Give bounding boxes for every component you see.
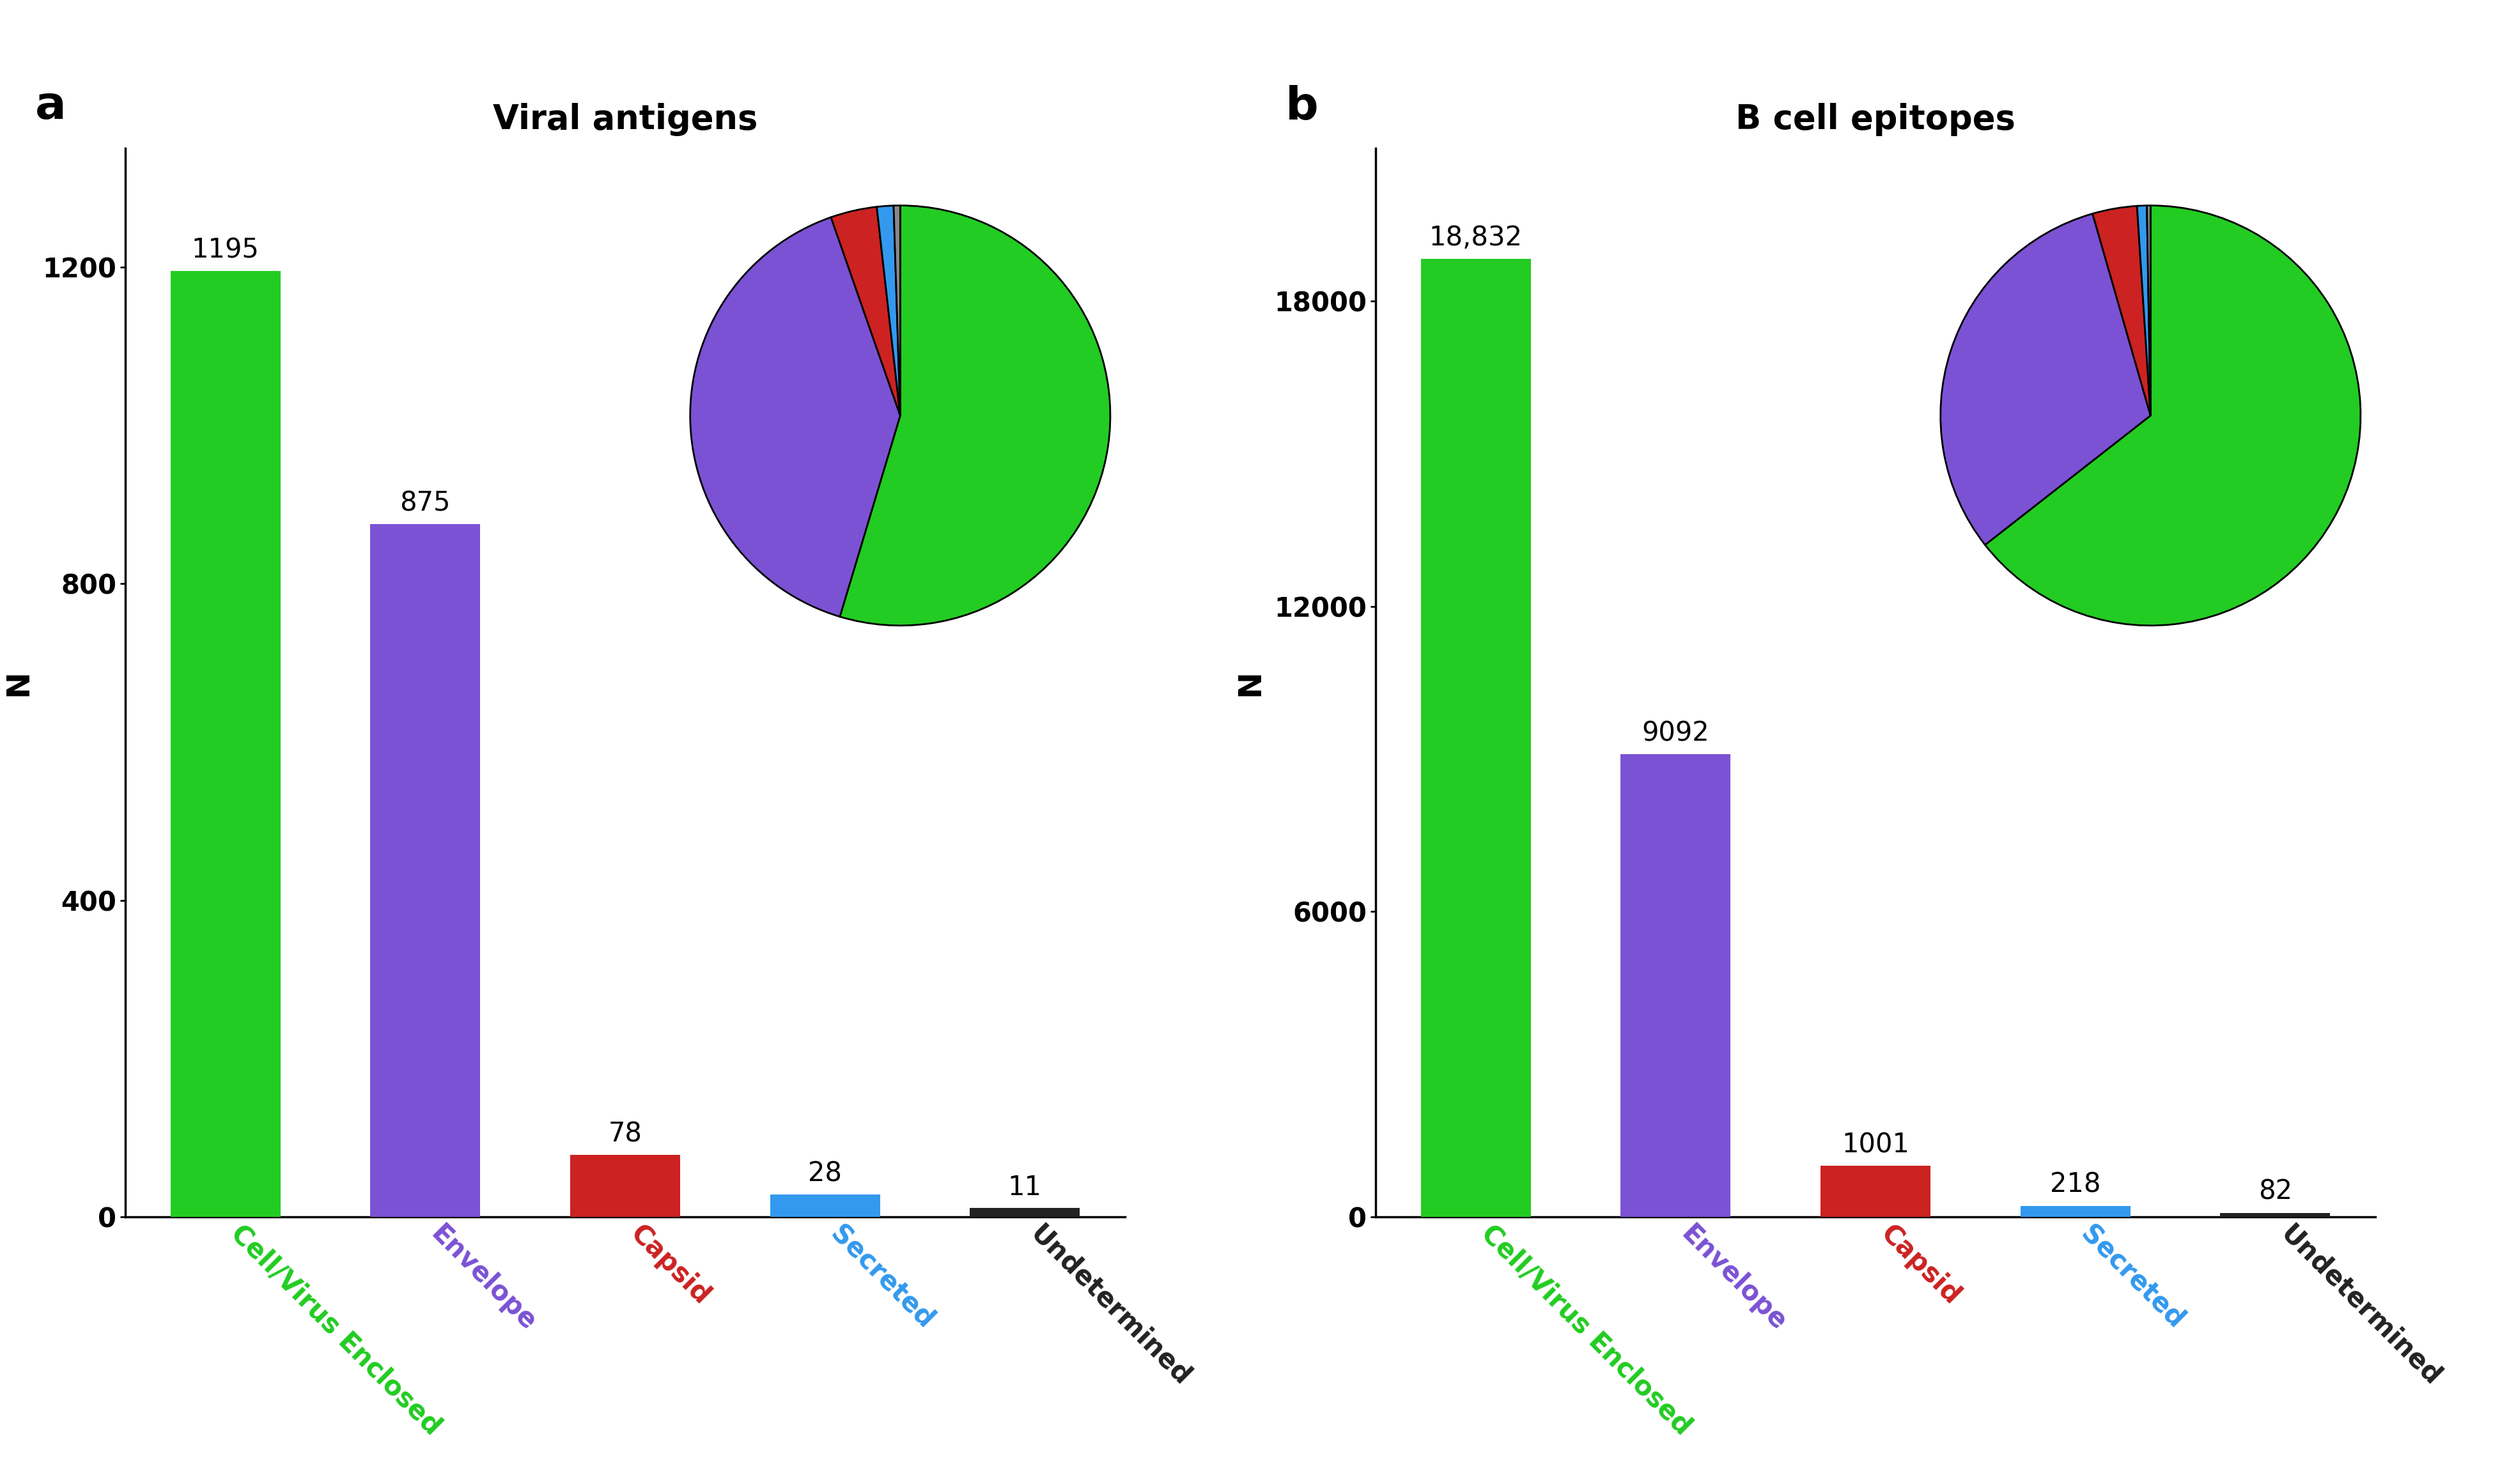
Wedge shape [840,205,1110,626]
Text: 78: 78 [608,1120,642,1147]
Text: 28: 28 [808,1160,843,1187]
Bar [2020,1206,2130,1217]
Bar [370,524,480,1217]
Bar [1620,754,1730,1217]
Wedge shape [690,217,900,617]
Text: b: b [1285,85,1318,129]
Wedge shape [2092,206,2150,416]
Text: 875: 875 [400,490,450,516]
Text: 18,832: 18,832 [1427,224,1522,251]
Y-axis label: N: N [1235,669,1265,696]
Title: Viral antigens: Viral antigens [492,102,758,137]
Wedge shape [2148,205,2150,416]
Wedge shape [830,206,900,416]
Wedge shape [2138,206,2150,416]
Text: 1001: 1001 [1840,1132,1910,1159]
Text: a: a [35,85,65,129]
Bar [970,1208,1080,1217]
Bar [1820,1166,1930,1217]
Bar [570,1155,680,1217]
Text: 1195: 1195 [192,237,260,264]
Wedge shape [892,205,900,416]
Text: 218: 218 [2050,1171,2100,1198]
Wedge shape [1985,205,2360,626]
Text: 9092: 9092 [1643,720,1710,746]
Bar [2220,1212,2330,1217]
Text: 11: 11 [1008,1174,1042,1201]
Bar [1420,258,1530,1217]
Wedge shape [878,206,900,416]
Wedge shape [1940,214,2150,545]
Y-axis label: N: N [2,669,33,696]
Bar [170,272,280,1217]
Title: B cell epitopes: B cell epitopes [1735,102,2015,137]
Text: 82: 82 [2258,1178,2293,1205]
Bar [770,1195,880,1217]
